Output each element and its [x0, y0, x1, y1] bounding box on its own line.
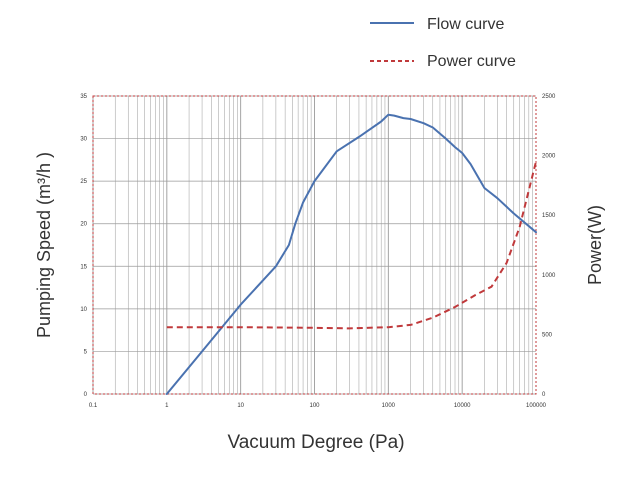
plot-frame: [92, 95, 537, 395]
tick-labels: 0.1 1 10 100 1000 10000 100000 0 5 10 15 20 25 30 35 0 5…: [80, 94, 556, 409]
x-tick-label: 100000: [526, 403, 547, 409]
y-right-tick-label: 1500: [542, 213, 556, 219]
marks: [165, 113, 537, 395]
legend: Flow curve Power curve: [370, 16, 516, 70]
y-right-tick-label: 2500: [542, 94, 556, 100]
y-axis-left-title: Pumping Speed (m³/h ): [34, 152, 54, 338]
y-left-tick-label: 20: [80, 222, 87, 228]
legend-label-flow: Flow curve: [427, 16, 504, 33]
x-tick-label: 0.1: [89, 403, 98, 409]
y-left-tick-label: 25: [80, 179, 87, 185]
y-left-tick-label: 5: [84, 349, 88, 355]
x-tick-label: 10: [237, 403, 244, 409]
y-right-tick-label: 1000: [542, 273, 556, 279]
legend-label-power: Power curve: [427, 53, 516, 70]
x-tick-label: 100: [309, 403, 320, 409]
y-axis-right-title: Power(W): [585, 205, 605, 285]
y-left-tick-label: 15: [80, 264, 87, 270]
y-right-tick-label: 500: [542, 332, 553, 338]
x-tick-label: 1: [165, 403, 169, 409]
y-left-tick-label: 10: [80, 307, 87, 313]
y-left-tick-label: 35: [80, 94, 87, 100]
x-tick-label: 1000: [382, 403, 396, 409]
y-left-tick-label: 0: [84, 392, 88, 398]
power-curve-line: [166, 161, 537, 330]
flow-curve-line: [165, 113, 537, 395]
y-right-tick-label: 2000: [542, 154, 556, 160]
x-tick-label: 10000: [454, 403, 471, 409]
y-right-tick-label: 0: [542, 392, 546, 398]
y-left-tick-label: 30: [80, 137, 87, 143]
x-axis-title: Vacuum Degree (Pa): [227, 432, 404, 453]
grid: [92, 95, 536, 395]
